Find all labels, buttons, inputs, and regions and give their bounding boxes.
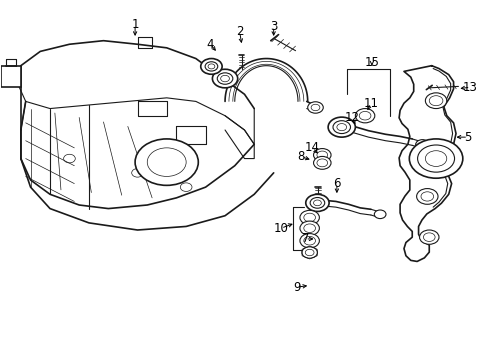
Text: 6: 6	[332, 177, 340, 190]
Text: 11: 11	[363, 97, 378, 110]
Circle shape	[301, 247, 317, 258]
Circle shape	[135, 139, 198, 185]
Circle shape	[307, 102, 323, 113]
Text: 4: 4	[206, 38, 214, 51]
Text: 8: 8	[297, 150, 305, 163]
Text: 3: 3	[269, 20, 277, 33]
Text: 7: 7	[301, 233, 308, 246]
Text: 10: 10	[273, 222, 288, 235]
Circle shape	[299, 234, 319, 248]
Text: 13: 13	[462, 81, 477, 94]
Circle shape	[313, 157, 330, 169]
Text: 14: 14	[305, 141, 320, 154]
Text: 9: 9	[292, 281, 300, 294]
Text: 15: 15	[364, 55, 379, 69]
Text: 12: 12	[344, 111, 359, 124]
Circle shape	[212, 69, 237, 88]
Circle shape	[299, 221, 319, 235]
Polygon shape	[1, 66, 21, 87]
Circle shape	[408, 139, 462, 178]
Circle shape	[416, 189, 437, 204]
Circle shape	[419, 230, 438, 244]
Circle shape	[299, 210, 319, 225]
Text: 2: 2	[235, 25, 243, 38]
Text: 1: 1	[131, 18, 139, 31]
Circle shape	[425, 93, 446, 109]
Circle shape	[415, 140, 428, 150]
Circle shape	[373, 210, 385, 219]
Circle shape	[313, 149, 330, 161]
Text: 5: 5	[464, 131, 471, 144]
Circle shape	[201, 59, 222, 74]
Circle shape	[327, 117, 355, 137]
Circle shape	[355, 109, 374, 123]
Circle shape	[305, 194, 328, 211]
